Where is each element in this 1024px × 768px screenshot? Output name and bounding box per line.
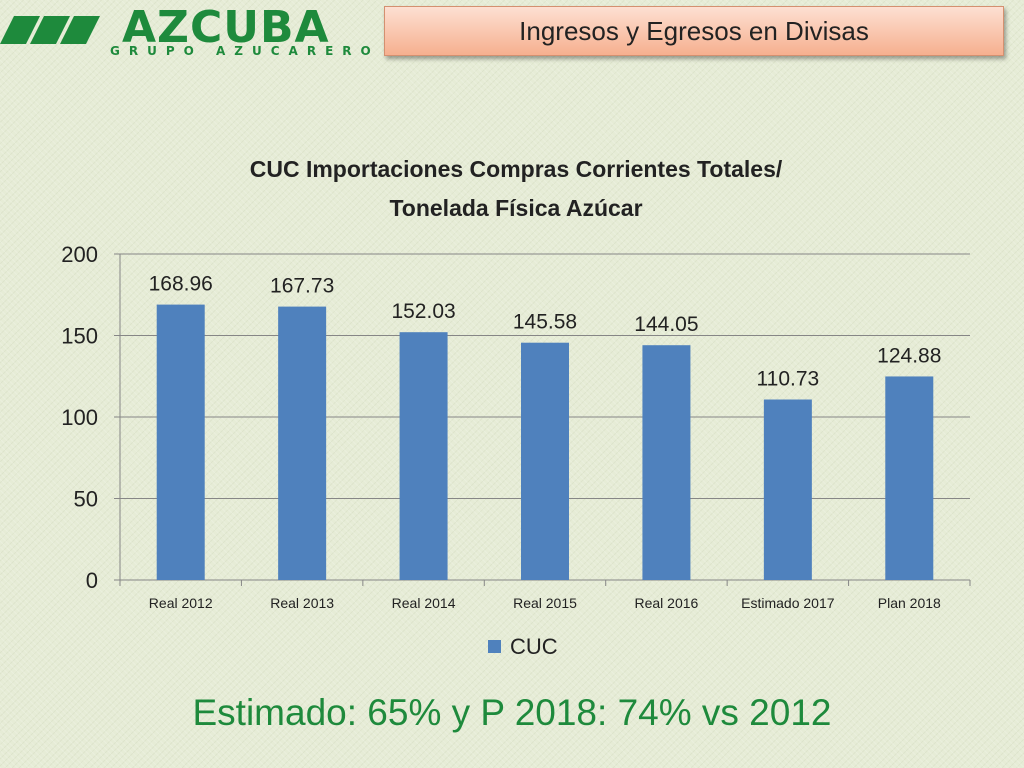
x-tick-label: Real 2015 [513, 595, 577, 611]
y-tick-label: 150 [61, 324, 98, 349]
summary-text: Estimado: 65% y P 2018: 74% vs 2012 [192, 692, 832, 733]
data-label: 167.73 [270, 275, 334, 298]
logo-subtext: GRUPO AZUCARERO [110, 44, 380, 58]
y-tick-label: 100 [61, 405, 98, 430]
legend-swatch [488, 640, 501, 653]
chart-title-line2: Tonelada Física Azúcar [389, 195, 642, 221]
y-tick-label: 200 [61, 242, 98, 267]
bar-plan-2018 [885, 376, 934, 580]
x-tick-label: Real 2012 [149, 595, 213, 611]
bar-real-2013 [278, 306, 327, 580]
bar-real-2016 [642, 345, 691, 580]
logo-stripes-icon [0, 16, 100, 44]
bar-real-2015 [521, 342, 569, 580]
data-label: 145.58 [513, 311, 577, 334]
logo-wordmark: AZCUBA [122, 2, 330, 53]
bar-real-2012 [156, 304, 205, 580]
x-tick-label: Plan 2018 [878, 595, 941, 611]
legend-label: CUC [510, 634, 558, 659]
y-tick-label: 0 [86, 568, 98, 593]
data-label: 144.05 [634, 313, 698, 336]
chart-legend: CUC [488, 634, 558, 659]
bar-estimado-2017 [763, 399, 812, 580]
azcuba-logo: AZCUBA GRUPO AZUCARERO [0, 4, 380, 64]
data-label: 168.96 [149, 273, 213, 296]
y-tick-label: 50 [74, 487, 98, 512]
chart-title: CUC Importaciones Compras Corrientes Tot… [250, 156, 783, 182]
x-tick-label: Real 2013 [270, 595, 334, 611]
data-label: 110.73 [757, 368, 820, 391]
x-tick-label: Real 2016 [635, 595, 699, 611]
bar-chart: 0 50 100 150 200 168.96 Real 2012 167.73 Real 2… [61, 156, 971, 659]
x-tick-label: Estimado 2017 [741, 595, 835, 611]
data-label: 124.88 [877, 344, 941, 367]
bar-real-2014 [399, 332, 448, 580]
slide-title: Ingresos y Egresos en Divisas [384, 6, 1004, 56]
data-label: 152.03 [391, 300, 455, 323]
x-tick-label: Real 2014 [392, 595, 456, 611]
